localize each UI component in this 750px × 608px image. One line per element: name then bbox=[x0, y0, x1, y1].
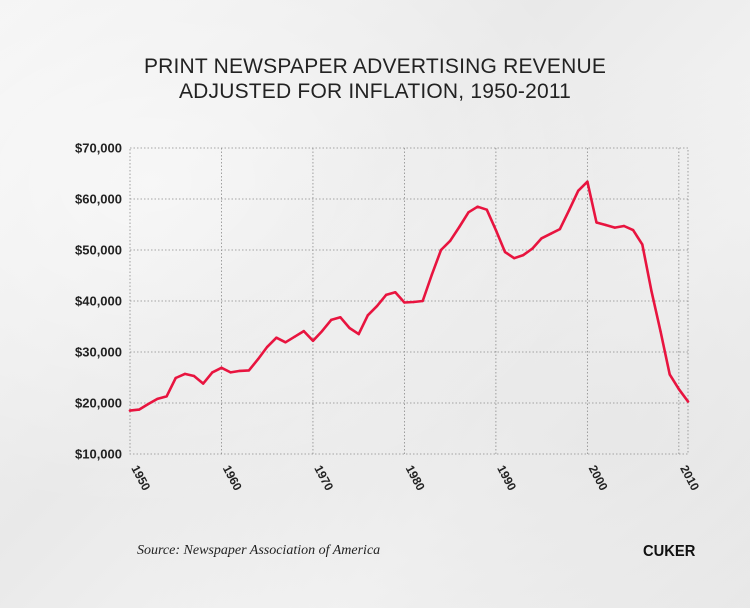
data-point bbox=[513, 257, 516, 260]
data-point bbox=[412, 300, 415, 304]
data-point bbox=[357, 332, 360, 336]
data-point bbox=[403, 301, 406, 304]
x-tick-label: 1980 bbox=[403, 463, 428, 493]
data-point bbox=[494, 228, 498, 232]
series-line-ad-revenue bbox=[128, 180, 690, 412]
y-tick-label: $20,000 bbox=[75, 396, 122, 411]
data-point bbox=[293, 335, 296, 338]
data-point bbox=[622, 224, 626, 228]
y-tick-label: $30,000 bbox=[75, 345, 122, 360]
data-point bbox=[430, 273, 434, 276]
cuker-logo: CUKER bbox=[643, 543, 696, 560]
data-point bbox=[366, 314, 369, 317]
data-point bbox=[375, 304, 379, 308]
data-point bbox=[238, 369, 241, 373]
data-point bbox=[503, 250, 507, 254]
data-point bbox=[220, 366, 223, 369]
data-point bbox=[476, 205, 479, 208]
data-point bbox=[641, 243, 644, 246]
data-point bbox=[522, 253, 525, 257]
data-point bbox=[137, 408, 141, 411]
data-point bbox=[659, 330, 662, 333]
data-point bbox=[384, 293, 388, 297]
data-point bbox=[613, 226, 616, 229]
data-point bbox=[320, 329, 324, 333]
data-point bbox=[147, 402, 150, 406]
data-point bbox=[686, 400, 690, 403]
y-tick-label: $70,000 bbox=[75, 141, 122, 156]
y-tick-label: $50,000 bbox=[75, 243, 122, 258]
data-point bbox=[631, 228, 635, 232]
x-tick-label: 2000 bbox=[586, 463, 611, 493]
data-point bbox=[156, 397, 159, 401]
chart-title: PRINT NEWSPAPER ADVERTISING REVENUE ADJU… bbox=[0, 54, 750, 104]
data-point bbox=[311, 339, 315, 342]
data-point bbox=[458, 225, 461, 229]
data-point bbox=[302, 329, 305, 333]
data-point bbox=[266, 345, 269, 349]
data-point bbox=[348, 326, 351, 330]
y-tick-label: $60,000 bbox=[75, 192, 122, 207]
chart-title-line-2: ADJUSTED FOR INFLATION, 1950-2011 bbox=[178, 80, 572, 103]
data-point bbox=[540, 237, 543, 240]
data-point bbox=[247, 369, 251, 372]
data-point bbox=[549, 232, 552, 235]
data-point bbox=[586, 180, 589, 183]
chart-title-line-1: PRINT NEWSPAPER ADVERTISING REVENUE bbox=[143, 55, 607, 78]
y-tick-label: $10,000 bbox=[75, 447, 122, 462]
data-point bbox=[183, 372, 187, 376]
data-point bbox=[128, 409, 132, 412]
data-point bbox=[531, 247, 534, 250]
y-tick-label: $40,000 bbox=[75, 294, 122, 309]
data-point bbox=[558, 227, 562, 231]
data-point bbox=[275, 336, 278, 339]
source-note: Source: Newspaper Association of America bbox=[137, 543, 381, 558]
data-point bbox=[485, 208, 488, 211]
data-point bbox=[192, 374, 196, 378]
data-point bbox=[650, 289, 653, 292]
data-point bbox=[567, 209, 571, 212]
data-point bbox=[421, 299, 424, 303]
x-tick-label: 2010 bbox=[677, 463, 702, 493]
data-point bbox=[202, 382, 205, 385]
x-tick-label: 1990 bbox=[494, 463, 519, 493]
data-point bbox=[330, 318, 333, 322]
data-point bbox=[256, 357, 260, 361]
data-point bbox=[229, 371, 232, 374]
data-point bbox=[165, 395, 168, 398]
data-point bbox=[677, 388, 681, 391]
data-point bbox=[449, 239, 452, 242]
x-tick-label: 1950 bbox=[128, 463, 153, 493]
data-point bbox=[439, 248, 443, 252]
data-point bbox=[339, 316, 342, 319]
data-point bbox=[595, 221, 598, 224]
data-point bbox=[467, 211, 470, 214]
data-point bbox=[577, 189, 580, 192]
x-tick-label: 1960 bbox=[220, 463, 245, 493]
data-point bbox=[174, 376, 177, 380]
data-point bbox=[211, 371, 214, 374]
data-point bbox=[394, 291, 397, 294]
data-point bbox=[668, 373, 671, 376]
data-point bbox=[604, 223, 607, 227]
x-tick-label: 1970 bbox=[311, 463, 336, 493]
data-point bbox=[284, 341, 287, 344]
